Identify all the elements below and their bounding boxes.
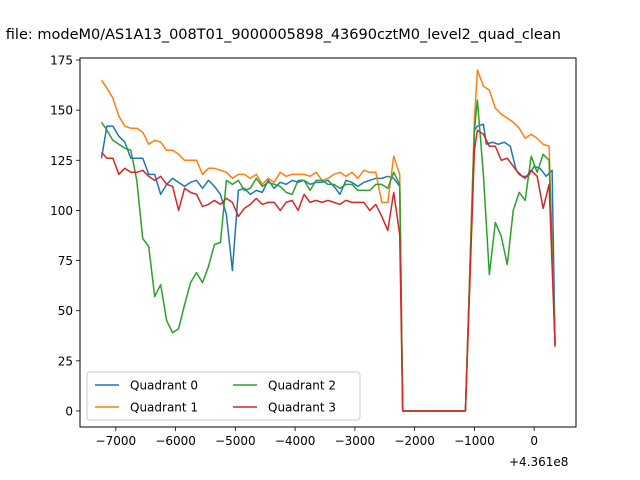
series-line-quadrant-1	[100, 69, 556, 412]
series-layer	[100, 69, 556, 412]
axes-frame	[79, 57, 577, 428]
x-tick-label: −6000	[155, 434, 196, 448]
x-tick-label: −5000	[215, 434, 256, 448]
legend-entries: Quadrant 0 Quadrant 1 Quadrant 2 Quadrant 3	[95, 379, 336, 415]
y-tick-label: 0	[65, 404, 73, 418]
y-tick-label: 175	[50, 54, 73, 68]
legend-label-quadrant-2: Quadrant 2	[268, 379, 336, 393]
legend-label-quadrant-3: Quadrant 3	[268, 401, 336, 415]
y-tick-label: 125	[50, 154, 73, 168]
plot-area	[79, 57, 577, 428]
x-tick-label: −7000	[96, 434, 137, 448]
y-axis: 0 25 50 75 100 125 150 175	[50, 54, 80, 418]
legend: Quadrant 0 Quadrant 1 Quadrant 2 Quadrant 3	[86, 371, 361, 421]
y-tick-label: 50	[58, 304, 73, 318]
y-tick-label: 100	[50, 204, 73, 218]
x-tick-label: 0	[530, 434, 538, 448]
x-tick-label: −2000	[394, 434, 435, 448]
x-axis: −7000 −6000 −5000 −4000 −3000 −2000 −1000 0	[96, 427, 538, 448]
series-line-quadrant-2	[100, 99, 556, 412]
series-line-quadrant-3	[100, 129, 556, 412]
y-tick-label: 75	[58, 254, 73, 268]
chart-title: n file: modeM0/AS1A13_008T01_9000005898_…	[0, 27, 561, 43]
y-tick-label: 150	[50, 104, 73, 118]
x-tick-label: −4000	[275, 434, 316, 448]
y-tick-label: 25	[58, 354, 73, 368]
x-offset-text: +4.361e8	[509, 455, 568, 469]
legend-label-quadrant-1: Quadrant 1	[130, 401, 198, 415]
legend-box	[86, 371, 361, 421]
x-tick-label: −1000	[454, 434, 495, 448]
x-tick-label: −3000	[335, 434, 376, 448]
legend-label-quadrant-0: Quadrant 0	[130, 379, 198, 393]
